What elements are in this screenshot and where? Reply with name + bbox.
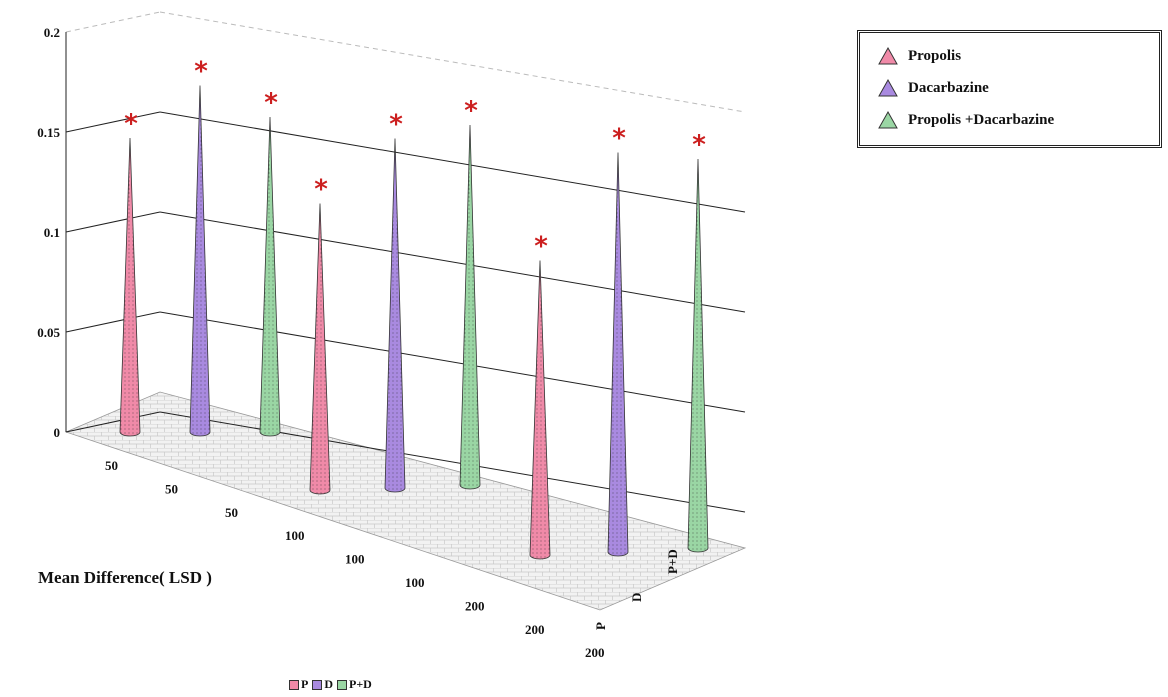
x-tick-label: 200	[585, 645, 605, 660]
triangle-icon	[878, 79, 898, 97]
x-tick-label: 100	[405, 575, 425, 590]
y-tick-label: 0.1	[44, 225, 60, 240]
depth-tick-label: P	[593, 622, 608, 630]
legend-label: Dacarbazine	[908, 79, 989, 96]
x-tick-label: 50	[225, 505, 238, 520]
cone-texture	[190, 85, 210, 436]
cone-bar	[529, 260, 551, 560]
cone-texture	[608, 152, 628, 556]
x-tick-label: 200	[525, 622, 545, 637]
gridline	[159, 211, 746, 313]
cone-texture	[310, 203, 330, 494]
significance-marker: *	[389, 110, 403, 140]
x-tick-label: 100	[285, 528, 305, 543]
legend-item-combination: Propolis +Dacarbazine	[878, 111, 1054, 129]
cone-texture	[460, 125, 480, 489]
gridline	[159, 311, 746, 413]
x-tick-label: 100	[345, 552, 365, 567]
gridline	[159, 11, 746, 113]
y-tick-label: 0.05	[37, 325, 60, 340]
y-tick-label: 0.15	[37, 125, 60, 140]
legend-swatch	[312, 679, 323, 690]
cone-texture	[530, 260, 550, 559]
significance-marker: *	[464, 96, 478, 126]
legend-label: Propolis	[908, 47, 962, 64]
significance-marker: *	[534, 232, 548, 262]
chart-legend: Propolis Dacarbazine Propolis +Dacarbazi…	[857, 30, 1162, 148]
x-tick-label: 50	[165, 481, 178, 496]
legend-item-propolis: Propolis	[878, 47, 961, 65]
bottom-legend: P D P+D	[285, 677, 372, 692]
x-axis-title: Mean Difference( LSD )	[38, 568, 212, 587]
significance-marker: *	[264, 88, 278, 118]
gridline	[159, 411, 746, 513]
x-tick-label: 200	[465, 598, 485, 613]
legend-item-dacarbazine: Dacarbazine	[878, 79, 989, 97]
gridline	[65, 311, 161, 333]
triangle-icon	[878, 47, 898, 65]
cone-texture	[260, 117, 280, 436]
significance-marker: *	[692, 130, 706, 160]
cone-bar	[259, 116, 281, 437]
cone-bar	[189, 85, 211, 437]
cone-bar	[309, 203, 331, 495]
significance-marker: *	[612, 124, 626, 154]
cone-texture	[385, 138, 405, 492]
legend-label: P	[301, 677, 309, 691]
cone-bar	[459, 124, 481, 490]
significance-marker: *	[314, 175, 328, 205]
legend-label: Propolis +Dacarbazine	[908, 111, 1055, 128]
significance-marker: *	[194, 57, 208, 87]
y-tick-label: 0.2	[44, 25, 60, 40]
cone-bar	[384, 138, 406, 493]
legend-swatch	[337, 679, 348, 690]
legend-swatch	[289, 679, 299, 690]
cone-texture	[120, 138, 140, 436]
legend-label: P+D	[349, 677, 372, 691]
depth-tick-label: D	[629, 593, 644, 602]
cone-texture	[688, 159, 708, 552]
gridline	[65, 211, 161, 233]
significance-marker: *	[124, 109, 138, 139]
gridline	[159, 111, 746, 213]
gridline	[65, 11, 161, 33]
gridline	[65, 411, 161, 433]
depth-tick-label: P+D	[665, 549, 680, 574]
cone-bar	[687, 158, 709, 553]
triangle-icon	[878, 111, 898, 129]
cone-bar	[607, 152, 629, 557]
y-tick-label: 0	[54, 425, 61, 440]
x-tick-label: 50	[105, 458, 118, 473]
legend-label: D	[324, 677, 334, 691]
gridline	[65, 111, 161, 133]
cone-bar	[119, 137, 141, 437]
